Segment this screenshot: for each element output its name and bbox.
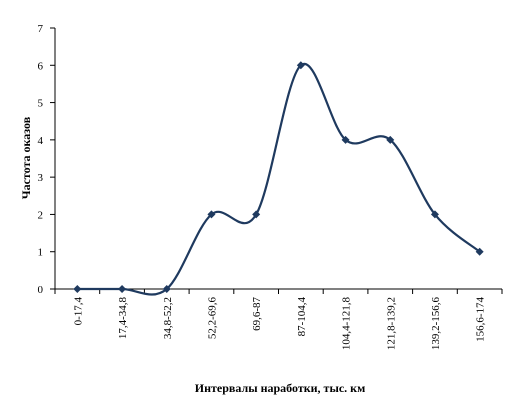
y-tick-label: 6 — [38, 60, 44, 72]
x-tick-label: 87-104,4 — [296, 297, 308, 337]
y-axis-title: Частота оказов — [19, 116, 33, 199]
data-point-marker — [475, 247, 484, 256]
y-tick-label: 7 — [38, 23, 44, 35]
data-point-marker — [207, 210, 216, 219]
data-point-marker — [252, 210, 261, 219]
data-point-marker — [118, 285, 127, 293]
data-point-marker — [162, 285, 171, 293]
data-point-marker — [73, 285, 82, 293]
x-tick-label: 139,2-156,6 — [430, 297, 442, 351]
x-tick-label: 34,8-52,2 — [162, 297, 174, 339]
x-tick-label: 52,2-69,6 — [206, 297, 218, 340]
y-tick-label: 1 — [38, 247, 44, 259]
data-point-marker — [386, 135, 395, 144]
y-tick-label: 5 — [38, 98, 44, 110]
y-tick-label: 2 — [38, 209, 44, 221]
x-tick-label: 17,4-34,8 — [117, 297, 129, 340]
data-point-marker — [296, 61, 305, 70]
series-line — [77, 62, 481, 296]
x-tick-label: 69,6-87 — [251, 297, 263, 331]
x-tick-label: 156,6-174 — [475, 297, 487, 342]
y-tick-label: 3 — [38, 172, 44, 184]
series — [73, 61, 484, 296]
y-tick-label: 0 — [38, 284, 44, 296]
x-tick-label: 121,8-139,2 — [385, 297, 397, 350]
x-tick-label: 104,4-121,8 — [341, 297, 353, 351]
x-axis-title: Интервалы наработки, тыс. км — [195, 381, 366, 395]
data-point-marker — [430, 210, 439, 219]
data-point-marker — [341, 135, 350, 144]
x-tick-label: 0-17,4 — [72, 297, 84, 326]
x-ticks: 0-17,4 17,4-34,8 34,8-52,2 52,2-69,6 69,6-87… — [54, 289, 503, 351]
y-ticks: 0 1 2 3 4 5 6 7 — [38, 23, 55, 296]
axes — [54, 28, 502, 290]
y-tick-label: 4 — [38, 135, 44, 147]
